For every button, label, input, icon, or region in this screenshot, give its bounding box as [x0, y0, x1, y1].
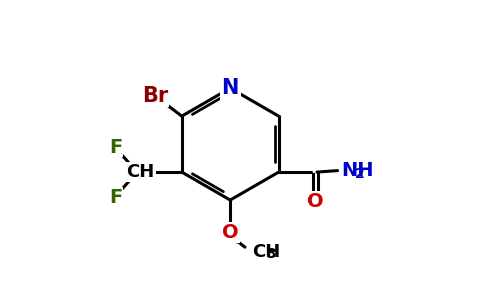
Text: CH: CH	[126, 163, 155, 181]
Text: 2: 2	[355, 167, 364, 181]
Text: F: F	[109, 188, 122, 207]
Text: CH: CH	[252, 243, 281, 261]
Text: NH: NH	[341, 161, 374, 180]
Text: O: O	[222, 223, 239, 242]
Text: Br: Br	[142, 85, 168, 106]
Text: 3: 3	[266, 247, 275, 261]
Text: N: N	[222, 78, 239, 98]
Text: F: F	[109, 138, 122, 157]
Text: O: O	[306, 192, 323, 211]
